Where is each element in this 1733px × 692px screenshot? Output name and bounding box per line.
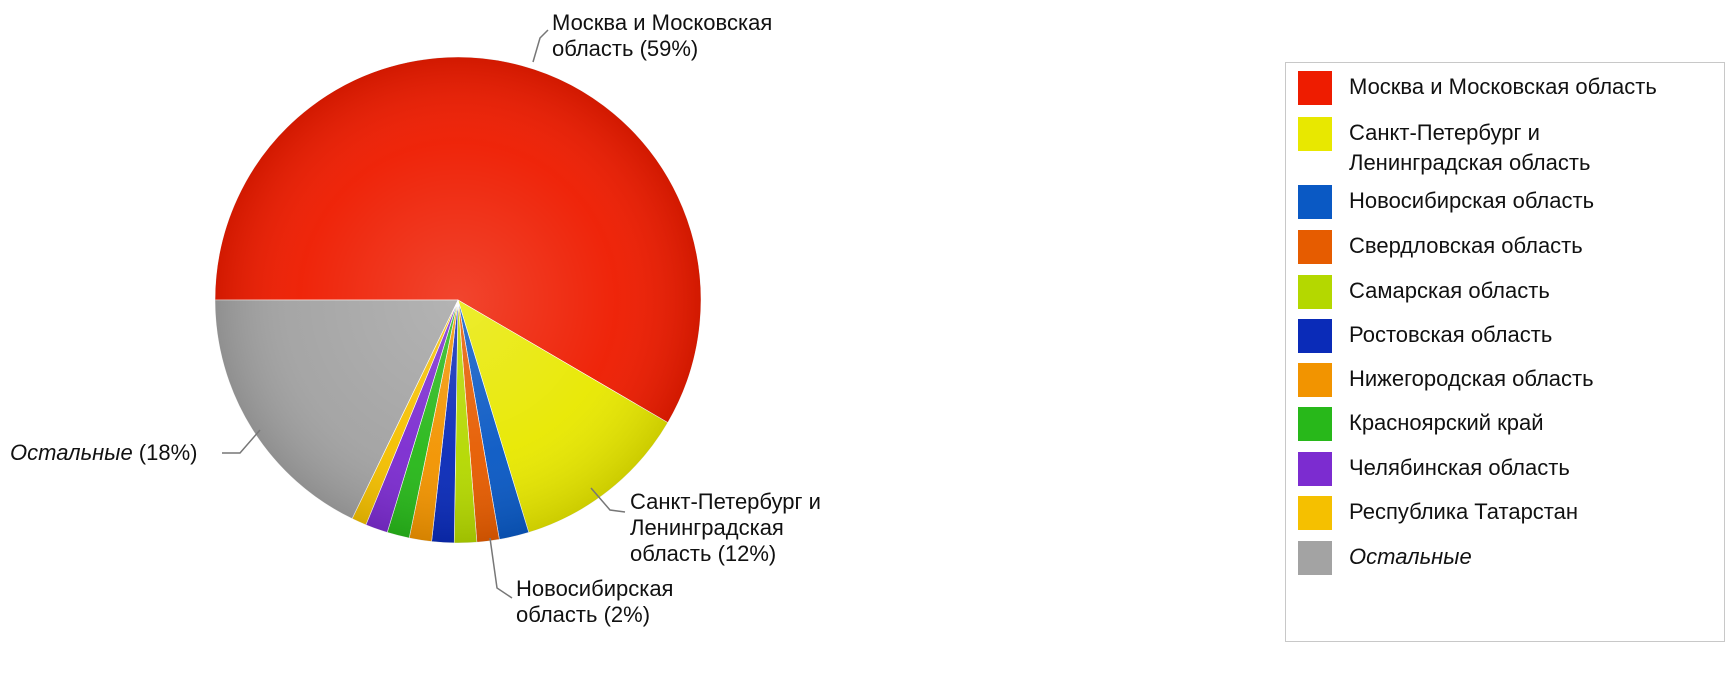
pie-chart: Москва и Московская область (59%) Санкт-Пе… <box>10 10 821 627</box>
leader-line <box>489 537 513 599</box>
legend-item: Свердловская область <box>1298 230 1583 264</box>
slice-label: Санкт-Петербург и Ленинградская область (1… <box>630 489 821 566</box>
slice-label: Москва и Московская область (59%) <box>552 10 772 61</box>
legend-label: Санкт-Петербург и Ленинградская область <box>1349 120 1591 175</box>
leader-line <box>222 429 261 454</box>
legend-swatch <box>1298 452 1332 486</box>
legend-swatch <box>1298 407 1332 441</box>
legend-item: Остальные <box>1298 541 1472 575</box>
legend-label: Нижегородская область <box>1349 366 1594 391</box>
legend-item: Республика Татарстан <box>1298 496 1578 530</box>
legend-swatch <box>1298 117 1332 151</box>
legend-item: Ростовская область <box>1298 319 1552 353</box>
legend-label: Республика Татарстан <box>1349 499 1579 524</box>
legend-item: Самарская область <box>1298 275 1550 309</box>
legend-label: Свердловская область <box>1349 233 1583 258</box>
legend-swatch <box>1298 541 1332 575</box>
legend-label: Ростовская область <box>1349 322 1553 347</box>
legend-item: Санкт-Петербург и Ленинградская область <box>1298 117 1619 178</box>
legend-swatch <box>1298 71 1332 105</box>
legend-label: Красноярский край <box>1349 410 1544 435</box>
legend-swatch <box>1298 185 1332 219</box>
legend-item: Красноярский край <box>1298 407 1544 441</box>
legend-label: Челябинская область <box>1349 455 1570 480</box>
legend-item: Новосибирская область <box>1298 185 1594 219</box>
legend-item: Москва и Московская область <box>1298 71 1657 105</box>
legend-label: Самарская область <box>1349 278 1550 303</box>
legend-label: Новосибирская область <box>1349 188 1595 213</box>
legend-swatch <box>1298 319 1332 353</box>
slice-labels: Москва и Московская область (59%) Санкт-Пе… <box>10 10 821 627</box>
legend-swatch <box>1298 496 1332 530</box>
legend: Москва и Московская область Санкт-Петербу… <box>1285 62 1725 642</box>
legend-item: Челябинская область <box>1298 452 1570 486</box>
slice-label: Остальные (18%) <box>10 440 197 465</box>
legend-swatch <box>1298 275 1332 309</box>
legend-swatch <box>1298 363 1332 397</box>
pie-slices <box>214 56 702 544</box>
leader-line <box>532 29 549 63</box>
legend-swatch <box>1298 230 1332 264</box>
legend-item: Нижегородская область <box>1298 363 1594 397</box>
legend-label: Остальные <box>1349 544 1472 569</box>
leader-line <box>590 487 626 513</box>
legend-label: Москва и Московская область <box>1349 74 1657 99</box>
slice-label: Новосибирская область (2%) <box>516 576 673 627</box>
